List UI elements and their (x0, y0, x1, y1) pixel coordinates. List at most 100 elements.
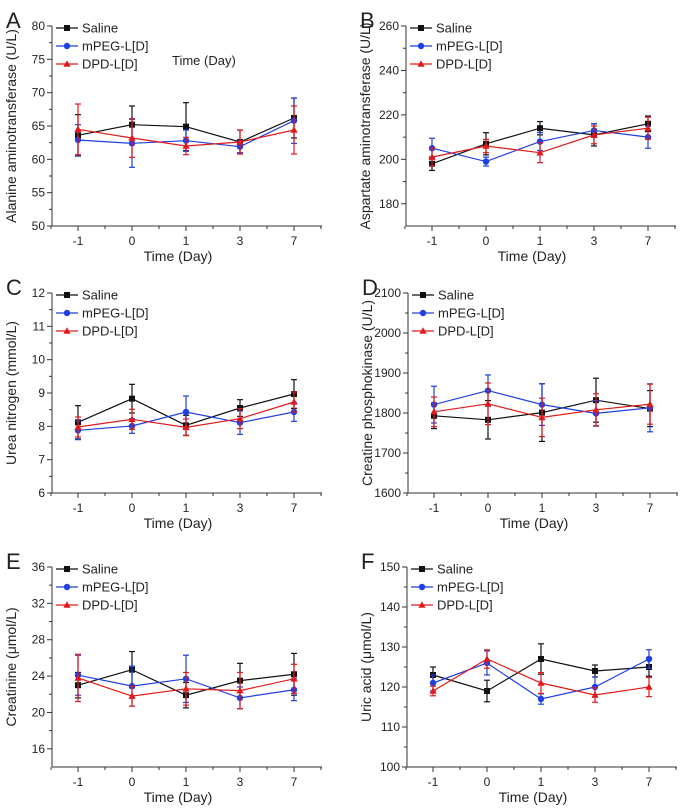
legend-item: mPEG-L[D] (411, 580, 503, 595)
legend-label: Saline (438, 288, 474, 303)
square-marker (538, 656, 544, 662)
circle-marker (429, 679, 437, 687)
circle-marker (418, 583, 426, 591)
triangle-marker (644, 124, 652, 132)
triangle-marker (128, 692, 136, 699)
legend-label: mPEG-L[D] (82, 580, 148, 595)
panel-label: A (6, 8, 21, 33)
y-tick-label: 36 (32, 560, 46, 574)
legend-item: Saline (56, 562, 118, 577)
y-tick-label: 1900 (374, 366, 401, 380)
legend-label: Saline (82, 288, 118, 303)
square-marker (237, 405, 243, 411)
y-tick-label: 80 (32, 19, 46, 33)
x-tick-label: 1 (539, 501, 546, 515)
y-tick-label: 110 (381, 720, 400, 734)
y-axis-label: Urea nitrogen (mmol/L) (3, 321, 19, 465)
x-tick-label: -1 (73, 501, 84, 515)
annotation: Time (Day) (172, 53, 236, 68)
y-tick-label: 50 (32, 219, 46, 233)
legend-item: Saline (56, 288, 118, 303)
panel-A: A 50 55 60 65 70 75 80 -1 0 1 3 7 Time (Day) Alanine a… (3, 8, 322, 264)
legend-item: mPEG-L[D] (56, 306, 148, 321)
y-tick-label: 9 (38, 386, 45, 400)
legend-label: Saline (436, 21, 472, 36)
triangle-marker (290, 126, 298, 133)
legend-label: mPEG-L[D] (437, 580, 503, 595)
square-marker (129, 395, 135, 402)
legend-item: mPEG-L[D] (56, 580, 148, 595)
legend-label: mPEG-L[D] (82, 39, 148, 54)
series-DPD-L[D] (74, 103, 298, 158)
circle-marker (182, 408, 190, 416)
square-marker (420, 292, 426, 298)
triangle-marker (236, 686, 244, 694)
triangle-marker (128, 415, 136, 423)
y-tick-label: 32 (32, 596, 46, 610)
circle-marker (63, 42, 71, 50)
y-tick-label: 180 (379, 197, 399, 211)
y-tick-label: 150 (380, 560, 400, 574)
legend-label: Saline (82, 21, 118, 36)
legend-label: DPD-L[D] (82, 324, 138, 339)
x-tick-label: 0 (129, 234, 136, 248)
x-tick-label: 3 (592, 775, 599, 789)
triangle-marker (538, 413, 546, 421)
panel-label: D (362, 275, 378, 300)
triangle-marker (417, 60, 425, 67)
x-tick-label: -1 (428, 775, 439, 789)
x-tick-label: 1 (183, 501, 190, 515)
y-tick-label: 1700 (374, 446, 401, 460)
x-tick-label: 1 (183, 775, 190, 789)
triangle-marker (591, 691, 599, 698)
triangle-marker (182, 142, 190, 149)
triangle-marker (236, 414, 244, 422)
x-tick-label: 0 (485, 501, 492, 515)
x-tick-label: 7 (647, 501, 654, 515)
triangle-marker (419, 327, 427, 334)
y-tick-label: 8 (38, 419, 45, 433)
legend-label: mPEG-L[D] (436, 39, 502, 54)
legend-item: Saline (410, 21, 472, 36)
legend-item: mPEG-L[D] (410, 39, 502, 54)
x-axis-label: Time (Day) (144, 248, 213, 264)
legend-item: mPEG-L[D] (412, 306, 504, 321)
y-tick-label: 6 (38, 486, 45, 500)
x-tick-label: 0 (129, 501, 136, 515)
y-axis-label: Aspartate aminotransferase (U/L) (357, 23, 373, 230)
y-tick-label: 16 (32, 742, 46, 756)
x-axis-label: Time (Day) (499, 789, 568, 805)
x-tick-label: 1 (538, 775, 545, 789)
x-tick-label: 7 (291, 775, 298, 789)
triangle-marker (645, 683, 653, 690)
y-tick-label: 2100 (374, 286, 401, 300)
x-axis-label: Time (Day) (144, 789, 213, 805)
circle-marker (645, 655, 653, 663)
square-marker (592, 668, 598, 674)
triangle-marker (182, 685, 190, 692)
triangle-marker (430, 408, 438, 415)
x-tick-label: 3 (591, 234, 598, 248)
y-tick-label: 1600 (374, 486, 401, 500)
panel-D: D 1600 1700 1800 1900 2000 2100 -1 0 1 3 7 Time (Day… (359, 275, 678, 531)
y-tick-label: 7 (38, 453, 45, 467)
legend-item: DPD-L[D] (56, 57, 138, 72)
triangle-marker (592, 406, 600, 413)
y-axis-label: Uric acid (μmol/L) (358, 612, 374, 722)
x-tick-label: 0 (483, 234, 490, 248)
panel-label: C (6, 275, 22, 300)
triangle-marker (63, 601, 71, 608)
panel-C: C 6 7 8 9 10 11 12 -1 0 1 3 7 Time (Day) Urea nitrogen… (3, 275, 322, 531)
circle-marker (417, 42, 425, 50)
square-marker (64, 292, 70, 298)
x-tick-label: 3 (237, 501, 244, 515)
square-marker (484, 688, 490, 694)
legend-label: DPD-L[D] (436, 57, 492, 72)
x-tick-label: 7 (646, 775, 653, 789)
legend-label: Saline (82, 562, 118, 577)
legend-item: Saline (412, 288, 474, 303)
y-tick-label: 100 (380, 760, 400, 774)
y-tick-label: 220 (379, 108, 399, 122)
x-tick-label: -1 (427, 234, 438, 248)
